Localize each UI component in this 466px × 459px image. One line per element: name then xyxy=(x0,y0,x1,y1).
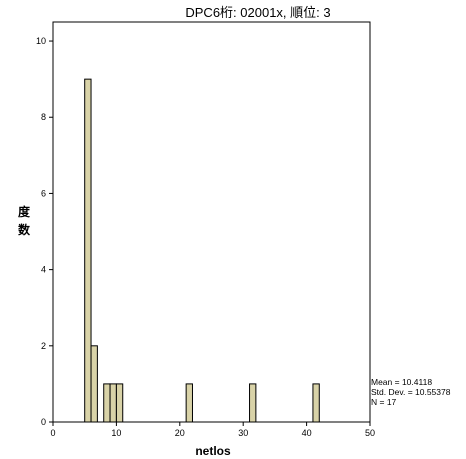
bar-2 xyxy=(103,383,111,423)
bar-0 xyxy=(84,78,92,423)
bar-3 xyxy=(109,383,117,423)
x-tick-label: 20 xyxy=(175,428,185,438)
bars-group xyxy=(84,78,320,423)
x-axis: 0 10 20 30 40 50 xyxy=(50,422,375,438)
y-axis-label-char-1: 度 xyxy=(18,204,31,219)
x-tick-label: 30 xyxy=(238,428,248,438)
bar-4 xyxy=(115,383,124,423)
y-tick-label: 6 xyxy=(41,188,46,198)
y-axis: 0 2 4 6 8 10 xyxy=(36,36,53,427)
bar-5 xyxy=(185,383,193,423)
x-tick-label: 50 xyxy=(365,428,375,438)
y-tick-label: 0 xyxy=(41,417,46,427)
y-tick-label: 10 xyxy=(36,36,46,46)
y-tick-label: 2 xyxy=(41,341,46,351)
x-tick-label: 0 xyxy=(50,428,55,438)
y-tick-label: 4 xyxy=(41,265,46,275)
chart-title: DPC6桁: 02001x, 順位: 3 xyxy=(185,5,330,20)
x-axis-label: netlos xyxy=(195,444,231,458)
y-axis-label-char-2: 数 xyxy=(18,222,31,237)
stats-mean: Mean = 10.4118 xyxy=(371,377,432,387)
stats-legend: Mean = 10.4118 Std. Dev. = 10.55378 N = … xyxy=(371,377,451,407)
bar-7 xyxy=(312,383,320,423)
x-tick-label: 40 xyxy=(302,428,312,438)
stats-n: N = 17 xyxy=(371,397,397,407)
bar-1 xyxy=(90,345,98,423)
plot-area-frame xyxy=(52,21,371,423)
x-tick-label: 10 xyxy=(111,428,121,438)
stats-std-dev: Std. Dev. = 10.55378 xyxy=(371,387,451,397)
y-axis-label-group: 度 数 xyxy=(18,204,31,237)
y-tick-label: 8 xyxy=(41,112,46,122)
bar-6 xyxy=(249,383,257,423)
